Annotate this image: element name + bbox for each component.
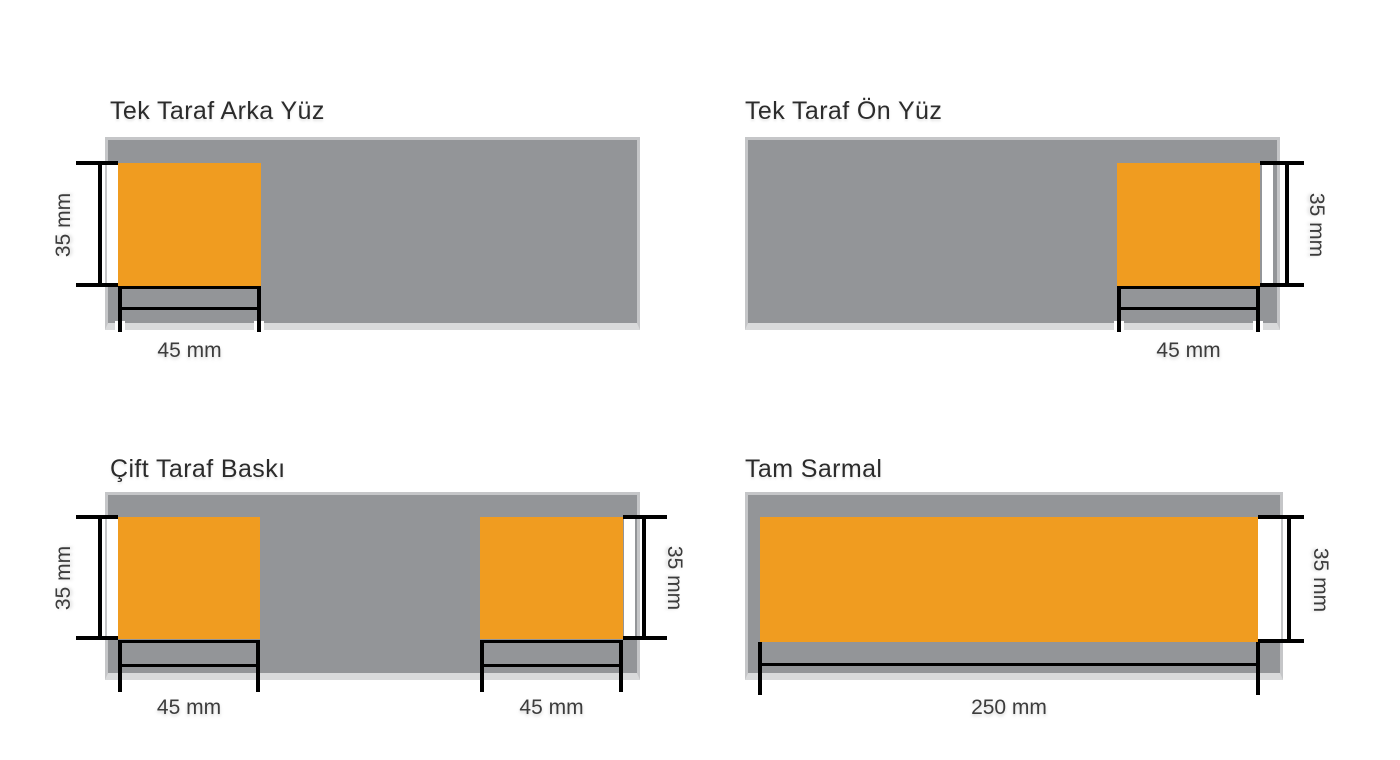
width-dimension-label: 45 mm: [157, 339, 222, 362]
width-dimension-label: 45 mm: [1156, 339, 1221, 362]
height-dimension-tick-top: [1258, 515, 1304, 519]
height-dimension-tick-bottom: [623, 636, 667, 640]
print-area: [1117, 163, 1260, 286]
width-dimension-line-right: [480, 664, 623, 667]
panel-tek-taraf-arka-yuz: Tek Taraf Arka Yüz 35 mm 45 mm: [50, 95, 680, 380]
width-dimension-top-line-right: [480, 640, 623, 643]
dimension-white-strip: [624, 517, 635, 639]
panel-tek-taraf-on-yuz: Tek Taraf Ön Yüz 35 mm 45 mm: [700, 95, 1360, 380]
panel-tam-sarmal: Tam Sarmal 35 mm 250 mm: [700, 450, 1360, 740]
width-dimension-tick-right: [1256, 286, 1260, 332]
height-dimension-line: [1287, 516, 1291, 643]
panel-cift-taraf-baski: Çift Taraf Baskı 35 mm 35 mm 45 mm 45 mm: [50, 450, 710, 740]
height-dimension-label-left: 35 mm: [52, 545, 75, 611]
width-dimension-line-left: [118, 664, 260, 667]
width-dimension-tick-left: [1117, 286, 1121, 332]
height-dimension-label-right: 35 mm: [663, 545, 686, 611]
panel-title: Tek Taraf Ön Yüz: [745, 97, 943, 125]
height-dimension-line-left: [98, 516, 102, 640]
width-dimension-tick: [118, 640, 122, 692]
height-dimension-tick-bottom: [76, 283, 118, 287]
width-dimension-line: [1117, 307, 1260, 310]
dimension-white-strip: [1258, 517, 1281, 642]
width-dimension-line: [760, 663, 1258, 666]
height-dimension-line: [1285, 162, 1289, 287]
width-dimension-line: [118, 307, 261, 310]
width-dimension-tick: [480, 640, 484, 692]
width-dimension-tick: [256, 640, 260, 692]
print-area-left: [118, 517, 260, 639]
height-dimension-tick-top: [1260, 161, 1304, 165]
print-area: [760, 517, 1258, 642]
height-dimension-line: [98, 162, 102, 287]
dimension-white-strip: [107, 517, 118, 639]
height-dimension-label: 35 mm: [1309, 547, 1332, 612]
width-dimension-label: 250 mm: [971, 696, 1047, 719]
height-dimension-label: 35 mm: [1305, 192, 1328, 257]
width-dimension-tick-left: [118, 286, 122, 332]
print-area-right: [480, 517, 623, 639]
width-dimension-top-line: [1117, 286, 1260, 289]
height-dimension-tick-top: [76, 515, 118, 519]
panel-title: Çift Taraf Baskı: [110, 455, 286, 483]
height-dimension-tick-bottom: [1260, 283, 1304, 287]
height-dimension-tick-bottom: [1258, 639, 1304, 643]
panel-title: Tek Taraf Arka Yüz: [110, 97, 325, 125]
height-dimension-label: 35 mm: [52, 192, 75, 257]
print-area: [118, 163, 261, 286]
width-dimension-top-line-left: [118, 640, 260, 643]
width-dimension-top-line: [118, 286, 261, 289]
height-dimension-tick-top: [76, 161, 118, 165]
width-dimension-tick-left: [758, 642, 762, 695]
dimension-white-strip: [107, 163, 118, 286]
height-dimension-line-right: [642, 516, 646, 640]
dimension-white-strip: [1262, 163, 1273, 286]
height-dimension-tick-top: [623, 515, 667, 519]
width-dimension-label-left: 45 mm: [156, 696, 222, 719]
width-dimension-tick-right: [1256, 642, 1260, 695]
width-dimension-label-right: 45 mm: [519, 696, 584, 719]
panel-title: Tam Sarmal: [745, 455, 883, 483]
width-dimension-tick-right: [257, 286, 261, 332]
height-dimension-tick-bottom: [76, 636, 118, 640]
width-dimension-tick: [619, 640, 623, 692]
